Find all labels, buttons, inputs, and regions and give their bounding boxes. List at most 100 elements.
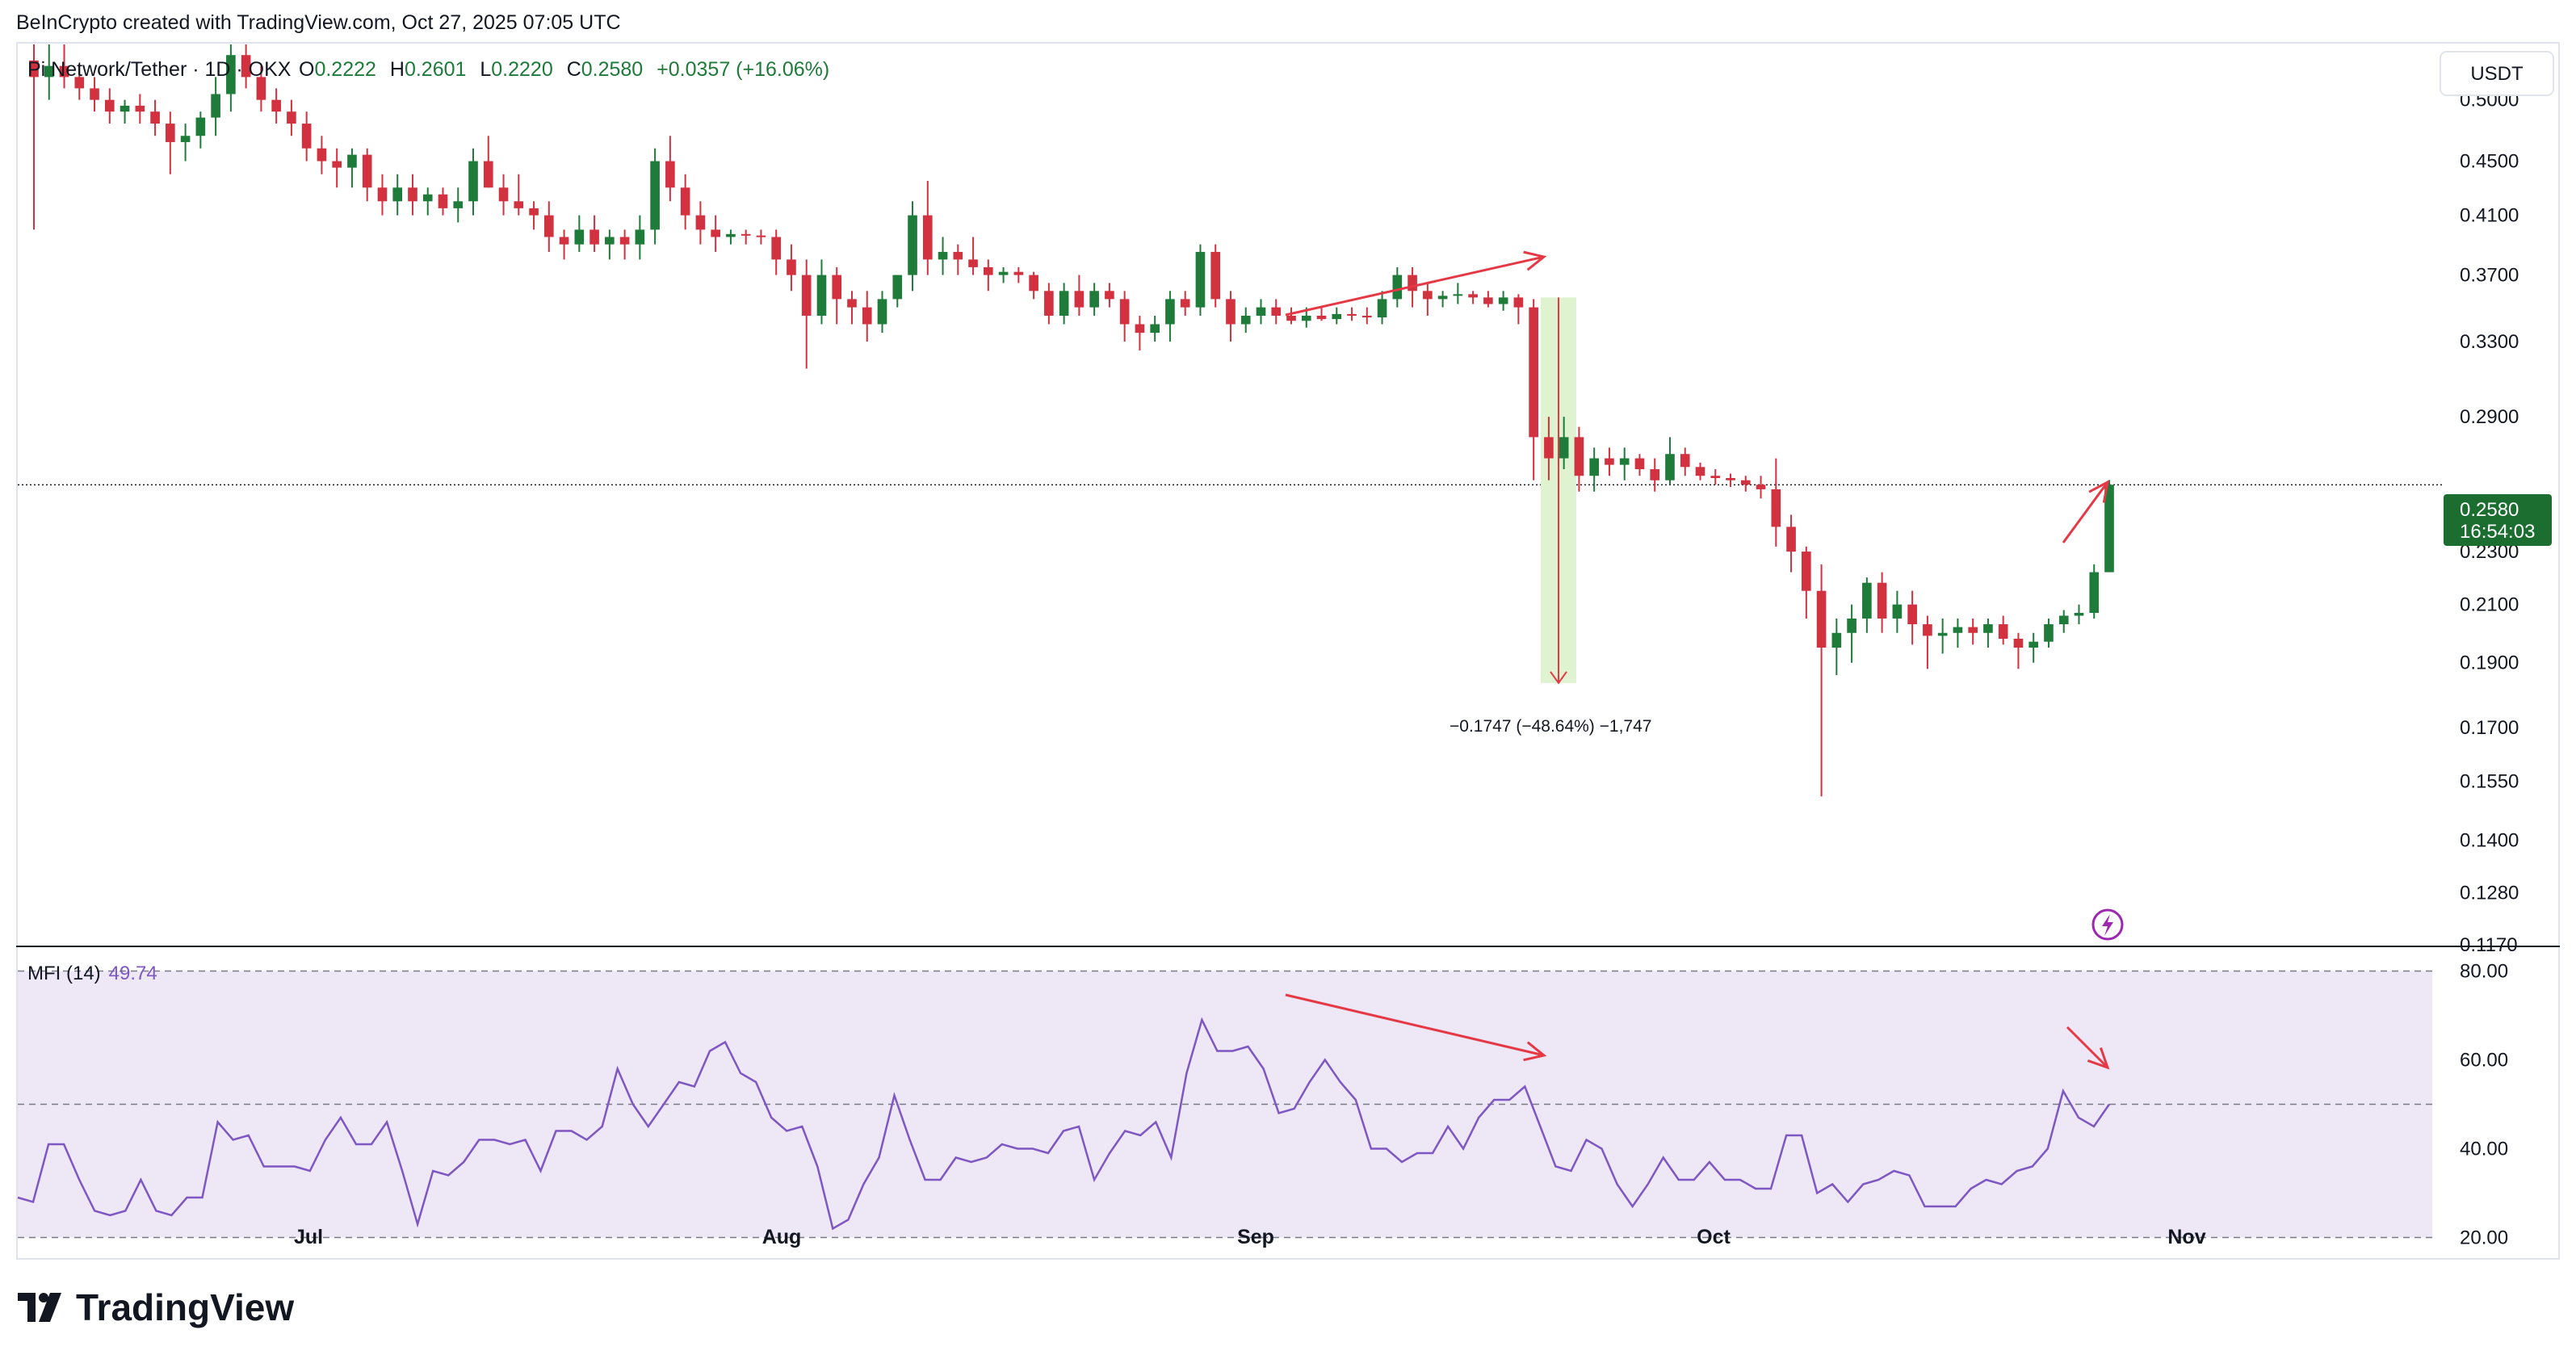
candle — [1271, 299, 1282, 325]
mfi-tick-label: 80.00 — [2460, 961, 2508, 983]
candle — [514, 174, 524, 216]
price-breakout-arrow[interactable] — [2062, 481, 2109, 543]
candle — [635, 215, 645, 260]
candle — [1423, 283, 1433, 316]
candle — [1195, 244, 1206, 316]
candle — [408, 174, 417, 216]
candle — [1726, 473, 1735, 488]
candle — [1756, 476, 1766, 499]
candle — [453, 187, 464, 223]
candle — [1135, 315, 1145, 350]
time-axis-label: Oct — [1697, 1226, 1731, 1248]
candle — [241, 44, 251, 89]
candle — [1619, 447, 1630, 480]
candle — [332, 148, 342, 188]
candle — [1089, 283, 1099, 316]
candle — [1574, 426, 1584, 492]
candle — [1513, 294, 1524, 325]
mfi-tick-label: 40.00 — [2460, 1139, 2508, 1160]
candle — [605, 229, 615, 260]
candle — [771, 229, 782, 275]
candle — [74, 65, 85, 100]
candle — [180, 124, 191, 162]
candle — [787, 244, 796, 292]
usdt-currency-button[interactable]: USDT — [2440, 51, 2554, 96]
candle — [211, 77, 220, 136]
svg-text:0.2580: 0.2580 — [2460, 499, 2519, 521]
candle — [226, 44, 236, 112]
candle — [287, 99, 296, 136]
mfi-divergence-arrow[interactable] — [1285, 993, 1545, 1057]
candle — [1923, 615, 1932, 669]
time-axis-label: Jul — [294, 1226, 323, 1248]
alert-lightning-icon[interactable] — [2091, 908, 2124, 941]
candle — [1983, 618, 1993, 648]
price-divergence-arrow[interactable] — [1285, 255, 1545, 317]
candle — [1437, 291, 1448, 308]
candle — [422, 187, 433, 216]
candle — [150, 99, 160, 136]
candle — [1150, 315, 1160, 342]
candle — [256, 65, 266, 112]
candle — [574, 215, 585, 252]
mfi-tick-label: 60.00 — [2460, 1050, 2508, 1072]
price-badge: 0.2580 16:54:03 — [2444, 494, 2552, 546]
candle — [347, 148, 357, 188]
candle — [2013, 632, 2024, 669]
candle — [1589, 447, 1600, 492]
candle — [1968, 618, 1978, 645]
candle — [1634, 454, 1645, 476]
candle — [438, 187, 448, 216]
candle — [1862, 577, 1872, 633]
candle — [2089, 564, 2100, 619]
candle — [1937, 618, 1948, 654]
mfi-downturn-arrow[interactable] — [2066, 1026, 2109, 1069]
candle — [90, 77, 99, 112]
candle — [953, 244, 963, 275]
candle — [1074, 275, 1085, 316]
candle — [498, 174, 509, 216]
mfi-band — [18, 971, 2432, 1238]
candle — [1529, 299, 1538, 480]
price-tick-label: 0.1170 — [2460, 934, 2518, 956]
measure-arrow-head — [1550, 671, 1567, 685]
candle — [1453, 283, 1463, 304]
candle — [2104, 480, 2114, 573]
candle — [922, 180, 933, 275]
candle — [104, 88, 115, 124]
tradingview-logo-icon — [18, 1293, 61, 1322]
candle — [2044, 618, 2054, 648]
candle — [1998, 615, 2008, 645]
candle — [1165, 291, 1175, 342]
candle — [908, 201, 917, 292]
candle — [29, 44, 39, 230]
price-breakout-arrow-head — [2088, 480, 2110, 503]
candle — [1210, 244, 1221, 308]
candle — [2074, 604, 2084, 625]
candle — [135, 94, 145, 124]
candle — [832, 266, 842, 325]
mfi-line — [17, 1017, 2111, 1231]
candle — [1695, 462, 1705, 480]
candle — [847, 291, 857, 325]
candle — [1029, 271, 1038, 300]
candle — [1468, 291, 1478, 304]
candle — [680, 174, 690, 230]
ohlc-readout: O0.2222 H0.2601 L0.2220 C0.2580 +0.0357 … — [299, 58, 829, 81]
candle — [877, 291, 887, 334]
candle — [1953, 618, 1963, 648]
candle — [59, 44, 69, 89]
price-tick-label: 0.1280 — [2460, 882, 2519, 904]
candle — [1119, 291, 1130, 342]
price-tick-label: 0.3300 — [2460, 331, 2519, 353]
candle — [892, 275, 903, 308]
attribution-text: BeInCrypto created with TradingView.com,… — [16, 11, 621, 34]
candle — [740, 229, 751, 245]
candle — [619, 229, 630, 260]
price-tick-label: 0.2900 — [2460, 406, 2519, 428]
candle — [1286, 307, 1296, 325]
candle — [543, 201, 554, 252]
candle — [362, 148, 372, 202]
price-tick-label: 0.2100 — [2460, 594, 2519, 616]
